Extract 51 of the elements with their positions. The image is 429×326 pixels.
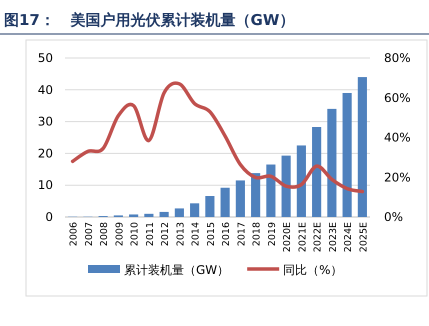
x-tick-label: 2010 (130, 222, 141, 246)
x-tick-label: 2021E (297, 222, 308, 252)
x-tick-label: 2013 (175, 222, 186, 246)
bar (327, 108, 336, 217)
y-tick-label: 30 (38, 114, 53, 129)
y-tick-label: 40 (38, 82, 53, 97)
bar (174, 208, 184, 217)
x-tick-label: 2019 (266, 222, 278, 246)
bar (160, 212, 169, 217)
bar (144, 214, 154, 217)
x-tick-label: 2017 (236, 222, 248, 246)
x-tick-label: 2024E (343, 222, 354, 252)
y-tick-label: 10 (38, 178, 53, 192)
x-tick-label: 2014 (190, 222, 202, 246)
x-tick-label: 2011 (144, 222, 156, 246)
bar (266, 164, 276, 217)
x-tick-label: 2020E (282, 222, 294, 252)
bar (190, 203, 200, 217)
x-tick-label: 2006 (68, 222, 80, 246)
bar (205, 196, 214, 217)
bar (251, 173, 260, 217)
y2-tick-label: 60% (384, 90, 411, 105)
x-tick-label: 2015 (206, 222, 217, 246)
x-tick-label: 2009 (114, 222, 126, 246)
y2-tick-label: 20% (384, 170, 411, 184)
line-series (70, 81, 364, 194)
legend-label: 累计装机量（GW） (124, 263, 230, 277)
bar (296, 145, 306, 217)
x-tick-label: 2025E (358, 222, 370, 252)
bar (342, 92, 352, 217)
bar (282, 156, 291, 217)
legend-label: 同比（%） (283, 263, 343, 277)
x-tick-label: 2007 (84, 222, 95, 246)
bar (220, 188, 230, 217)
x-tick-label: 2018 (252, 222, 263, 246)
bar (358, 77, 367, 217)
y2-tick-label: 0% (384, 210, 404, 224)
y2-tick-label: 80% (384, 51, 411, 65)
bar (129, 214, 138, 217)
y-tick-label: 20 (38, 146, 53, 160)
x-tick-label: 2022E (312, 222, 324, 252)
bar (236, 180, 245, 217)
x-tick-label: 2016 (221, 222, 232, 246)
x-tick-label: 2012 (160, 222, 172, 246)
chart-title: 图17： 美国户用光伏累计装机量（GW） (4, 11, 294, 29)
y-tick-label: 50 (38, 51, 53, 65)
y-tick-label: 0 (45, 210, 53, 224)
x-tick-label: 2008 (99, 222, 110, 246)
x-tick-label: 2023E (328, 222, 339, 252)
y2-tick-label: 40% (384, 130, 411, 144)
bar (312, 127, 322, 217)
